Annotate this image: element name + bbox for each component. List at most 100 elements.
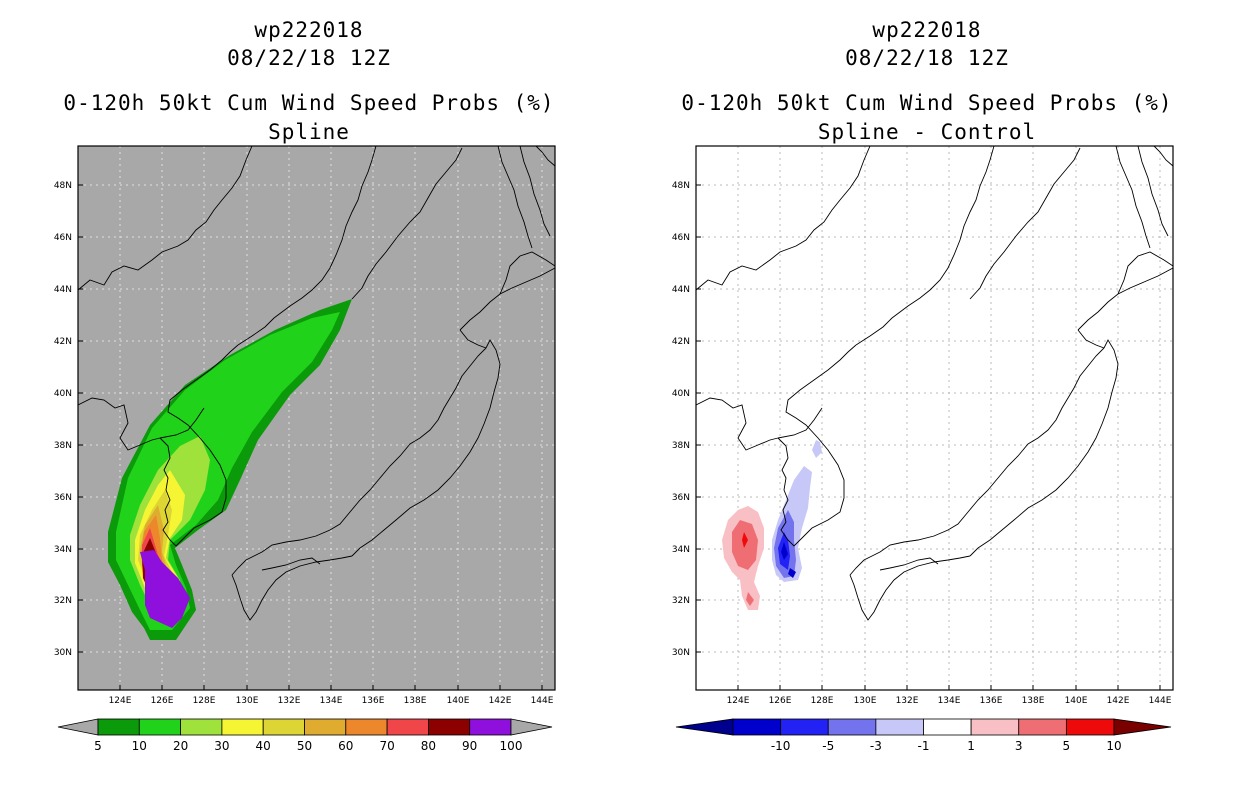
diff-neg-10	[781, 542, 788, 560]
axis-ticks	[78, 184, 543, 690]
left-colorbar: 5 10 20 30 40 50 60 70 80 90 100	[57, 718, 553, 753]
colorbar-swatch	[970, 718, 1020, 736]
map-frame	[77, 145, 556, 691]
lat-label: 32N	[672, 596, 690, 606]
lon-label: 124E	[727, 696, 750, 706]
lat-label: 34N	[672, 545, 690, 555]
left-map-svg: 48N 46N 44N 42N 40N 38N 36N 34N 32N 30N …	[54, 145, 556, 753]
forecast-date: 08/22/18 12Z	[845, 46, 1009, 70]
lon-label: 130E	[854, 696, 877, 706]
colorbar-label: 40	[256, 739, 271, 753]
lon-label: 138E	[404, 696, 427, 706]
map-frame	[695, 145, 1174, 691]
storm-id: wp222018	[872, 18, 982, 42]
prob-10	[116, 312, 340, 630]
colorbar-swatch	[180, 718, 223, 736]
diff-neg-10b	[788, 568, 796, 578]
colorbar-swatch	[827, 718, 877, 736]
lon-label: 142E	[1107, 696, 1130, 706]
axis-ticks	[696, 184, 1161, 690]
colorbar-swatch	[345, 718, 388, 736]
coastlines	[78, 146, 555, 621]
lon-label: 138E	[1022, 696, 1045, 706]
grid-lines	[696, 146, 1173, 690]
colorbar-swatch	[875, 718, 924, 736]
colorbar-label: 30	[214, 739, 229, 753]
forecast-date: 08/22/18 12Z	[227, 46, 391, 70]
longitude-labels: 124E 126E 128E 130E 132E 134E 136E 138E …	[109, 696, 554, 706]
lon-label: 140E	[447, 696, 470, 706]
lat-label: 40N	[54, 389, 72, 399]
lat-label: 34N	[54, 545, 72, 555]
lon-label: 130E	[236, 696, 259, 706]
colorbar-label: 60	[338, 739, 353, 753]
lat-label: 30N	[54, 648, 72, 658]
lat-label: 38N	[54, 441, 72, 451]
colorbar-low-arrow	[675, 718, 734, 736]
lon-label: 126E	[769, 696, 792, 706]
lon-label: 144E	[1149, 696, 1172, 706]
colorbar-label: 10	[1106, 739, 1121, 753]
colorbar-low-arrow	[57, 718, 99, 736]
lat-label: 36N	[672, 493, 690, 503]
lat-label: 44N	[672, 285, 690, 295]
map-background	[696, 146, 1173, 690]
colorbar-swatch	[386, 718, 429, 736]
lat-label: 42N	[54, 337, 72, 347]
lon-label: 142E	[489, 696, 512, 706]
panel-subtitle: Spline - Control	[817, 120, 1037, 144]
right-map-svg: 48N 46N 44N 42N 40N 38N 36N 34N 32N 30N …	[672, 145, 1174, 753]
lat-label: 46N	[54, 233, 72, 243]
colorbar-label: 70	[379, 739, 394, 753]
lon-label: 134E	[320, 696, 343, 706]
lon-label: 144E	[531, 696, 554, 706]
prob-100	[140, 550, 190, 628]
latitude-labels: 48N 46N 44N 42N 40N 38N 36N 34N 32N 30N	[672, 181, 690, 658]
lat-label: 32N	[54, 596, 72, 606]
colorbar-swatch	[780, 718, 829, 736]
lon-label: 136E	[362, 696, 385, 706]
lat-label: 48N	[54, 181, 72, 191]
product-title: 0-120h 50kt Cum Wind Speed Probs (%)	[681, 91, 1173, 115]
colorbar-label: 100	[500, 739, 523, 753]
lon-label: 128E	[811, 696, 834, 706]
colorbar-swatch	[427, 718, 471, 736]
colorbar-swatch	[97, 718, 140, 736]
colorbar-label: 5	[94, 739, 102, 753]
lon-label: 124E	[109, 696, 132, 706]
panel-subtitle: Spline	[268, 120, 350, 144]
colorbar-label: 20	[173, 739, 188, 753]
colorbar-label: -3	[870, 739, 882, 753]
storm-id: wp222018	[254, 18, 364, 42]
diff-pos-5	[742, 532, 748, 548]
colorbar-high-arrow	[510, 718, 553, 736]
product-title: 0-120h 50kt Cum Wind Speed Probs (%)	[63, 91, 555, 115]
left-panel: wp222018 08/22/18 12Z 0-120h 50kt Cum Wi…	[54, 18, 556, 753]
lon-label: 132E	[896, 696, 919, 706]
lon-label: 136E	[980, 696, 1003, 706]
lon-label: 132E	[278, 696, 301, 706]
colorbar-label: 90	[462, 739, 477, 753]
colorbar-label: -10	[771, 739, 791, 753]
lat-label: 38N	[672, 441, 690, 451]
colorbar-swatch	[262, 718, 305, 736]
lat-label: 40N	[672, 389, 690, 399]
colorbar-label: -5	[822, 739, 834, 753]
lat-label: 30N	[672, 648, 690, 658]
colorbar-label: -1	[918, 739, 930, 753]
colorbar-label: 3	[1015, 739, 1023, 753]
colorbar-label: 5	[1063, 739, 1071, 753]
probability-swath	[108, 299, 352, 640]
diff-pos-3b	[746, 592, 754, 606]
colorbar-swatch	[138, 718, 182, 736]
lat-label: 42N	[672, 337, 690, 347]
colorbar-swatch	[304, 718, 347, 736]
colorbar-swatch	[469, 718, 512, 736]
colorbar-label: 1	[967, 739, 975, 753]
right-colorbar: -10 -5 -3 -1 1 3 5 10	[675, 718, 1172, 753]
longitude-labels: 124E 126E 128E 130E 132E 134E 136E 138E …	[727, 696, 1172, 706]
diff-neg-1b	[812, 440, 822, 458]
colorbar-swatch	[221, 718, 264, 736]
lat-label: 48N	[672, 181, 690, 191]
right-panel: wp222018 08/22/18 12Z 0-120h 50kt Cum Wi…	[618, 0, 1236, 800]
